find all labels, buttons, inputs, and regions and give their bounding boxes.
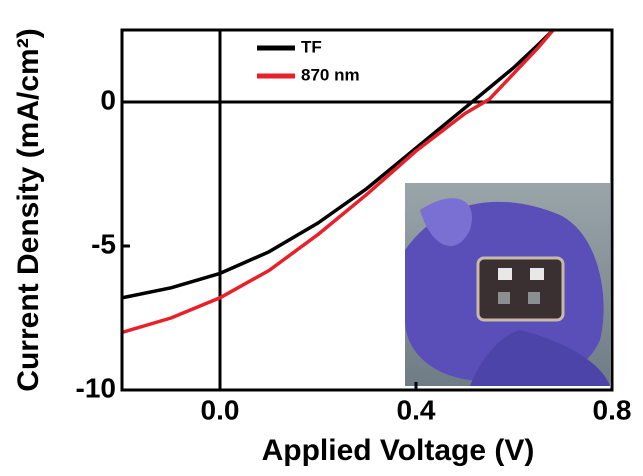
chart: Applied Voltage (V) Current Density (mA/…	[0, 0, 643, 476]
inset-photo	[405, 183, 610, 386]
legend-label: TF	[301, 37, 322, 56]
x-tick-label: 0.8	[593, 394, 632, 425]
legend-label: 870 nm	[301, 65, 360, 84]
x-tick-label: 0.0	[201, 394, 240, 425]
x-axis-label: Applied Voltage (V)	[262, 434, 535, 467]
y-tick-label: -5	[91, 228, 116, 259]
y-tick-label: 0	[100, 84, 116, 115]
y-axis-label: Current Density (mA/cm²)	[12, 28, 45, 391]
x-tick-label: 0.4	[397, 394, 436, 425]
y-tick-label: -10	[76, 372, 116, 403]
